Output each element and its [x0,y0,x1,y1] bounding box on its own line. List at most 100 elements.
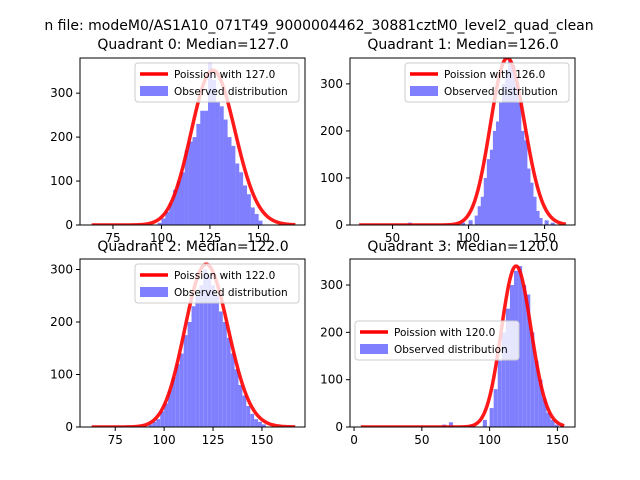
quadrant-2-xtick-label: 75 [108,433,123,447]
quadrant-0-title: Quadrant 0: Median=127.0 [97,37,288,53]
quadrant-2-hist-bar [215,295,219,427]
quadrant-1-hist-bar [517,102,522,225]
quadrant-2-hist-bar [191,306,196,427]
quadrant-2-hist-bar [246,406,251,427]
quadrant-0-xtick-label: 150 [247,231,270,245]
quadrant-1-hist-bar [474,215,479,225]
quadrant-3-hist-bar [550,419,555,427]
quadrant-3-hist-bar [526,294,531,427]
quadrant-2-xtick-label: 150 [251,433,274,447]
quadrant-3-panel: 0 50 100 150 0 100 200 300 Poission with 120.0 Ob… [320,239,576,447]
quadrant-3-hist-bar [546,412,551,427]
quadrant-1-hist-bar [520,130,525,225]
quadrant-2-hist-bar [211,285,215,427]
quadrant-1-hist-bar [532,196,537,225]
quadrant-3-hist-bar [534,360,539,427]
quadrant-2-hist-bar [250,413,255,427]
quadrant-1-poisson-line [358,58,567,225]
quadrant-0-hist-bar [173,189,178,225]
quadrant-2-hist-bar [175,364,180,427]
quadrant-3-hist-bar [482,419,487,427]
quadrant-1-xtick-label: 50 [385,231,400,245]
quadrant-1-hist-bar [480,196,485,225]
quadrant-1-title: Quadrant 1: Median=126.0 [367,37,558,53]
quadrant-2-hist-bar [222,322,227,427]
quadrant-2-title: Quadrant 2: Median=122.0 [97,239,288,255]
quadrant-0-hist-bar [250,207,255,225]
quadrant-2-hist-bar [230,353,235,427]
quadrant-1-hist-bar [529,182,534,225]
quadrant-1-xtick-label: 100 [457,231,480,245]
quadrant-1-hist-bar [535,210,540,225]
quadrant-0-hist-bar [246,194,251,225]
quadrant-2-hist-bar [261,424,266,427]
quadrant-1-hist-bar [468,220,473,225]
quadrant-0-legend-box [134,62,300,103]
quadrant-1-hist-bar [505,69,510,225]
quadrant-0-ytick-label: 0 [65,218,73,232]
quadrant-2-legend: Poission with 122.0 Observed distribution [134,263,300,304]
quadrant-0-legend: Poission with 127.0 Observed distribution [134,62,300,103]
quadrant-3-ytick-label: 200 [320,325,343,339]
quadrant-1-ytick-label: 200 [320,124,343,138]
quadrant-1-legend-box [404,62,570,103]
quadrant-0-panel: 75 100 125 150 0 100 200 300 Poission with 127.0… [50,37,306,245]
quadrant-2-legend-bar-swatch [140,287,168,297]
quadrant-3-ytick-label: 0 [335,420,343,434]
quadrant-0-ytick-label: 300 [50,86,73,100]
quadrant-3-hist-bar [489,408,494,427]
quadrant-2-hist-bar [242,395,247,427]
quadrant-0-plot-area [91,62,296,225]
quadrant-1-legend-bar-swatch [410,86,438,96]
quadrant-3-axes-frame [349,258,576,428]
quadrant-2-legend-label-poisson: Poission with 122.0 [174,270,275,282]
quadrant-3-legend: Poission with 120.0 Observed distribution [354,320,520,361]
quadrant-0-hist-bar [211,79,216,225]
quadrant-3-xtick-label: 150 [546,433,569,447]
quadrant-1-hist-bar [538,217,543,225]
quadrant-1-hist-bar [492,130,498,225]
quadrant-2-legend-box [134,263,300,304]
quadrant-3-legend-label-poisson: Poission with 120.0 [394,327,495,339]
quadrant-2-hist-bar [156,419,161,427]
quadrant-0-hist-bar [219,106,224,225]
quadrant-1-hist-bar [523,140,528,225]
quadrant-1-legend-label-observed: Observed distribution [444,86,558,98]
quadrant-1-xtick-label: 150 [533,231,556,245]
quadrant-3-hist-bar [448,422,454,427]
quadrant-3-xtick-label: 0 [350,433,358,447]
quadrant-1-legend-label-poisson: Poission with 126.0 [444,69,545,81]
quadrant-2-ytick-label: 0 [65,420,73,434]
quadrant-2-hist-bar [187,322,192,427]
quadrant-2-hist-bar [238,385,243,427]
quadrant-0-hist-bar [227,137,232,225]
quadrant-3-hist-bar [538,379,543,427]
quadrant-1-hist-bar [508,60,513,225]
quadrant-2-xtick-label: 100 [153,433,176,447]
quadrant-0-hist-bar [258,220,263,225]
quadrant-0-hist-bar [204,110,209,225]
quadrant-2-ytick-label: 300 [50,263,73,277]
quadrant-1-axes-frame [349,57,576,226]
quadrant-3-legend-bar-swatch [360,344,388,354]
quadrant-0-ytick-label: 200 [50,130,73,144]
quadrant-2-hist-bar [203,269,208,427]
quadrant-1-hist-bar [550,222,555,225]
quadrant-0-hist-bar [161,218,166,225]
quadrant-2-hist-bar [258,421,262,427]
quadrant-1-hist-bar [544,220,549,225]
quadrant-3-legend-label-observed: Observed distribution [394,344,508,356]
quadrant-1-hist-bar [460,222,466,225]
quadrant-0-xtick-label: 100 [150,231,173,245]
quadrant-2-hist-bar [254,419,259,427]
quadrant-1-legend: Poission with 126.0 Observed distribution [404,62,570,103]
quadrant-3-hist-bar [522,285,527,427]
quadrant-0-hist-bar [215,101,220,225]
quadrant-0-hist-bar [192,137,197,225]
quadrant-3-hist-bar [518,266,523,427]
quadrant-2-hist-bar [199,285,204,427]
quadrant-2-hist-bar [171,377,176,427]
quadrant-0-xtick-label: 75 [105,231,120,245]
quadrant-2-hist-bar [164,403,169,427]
